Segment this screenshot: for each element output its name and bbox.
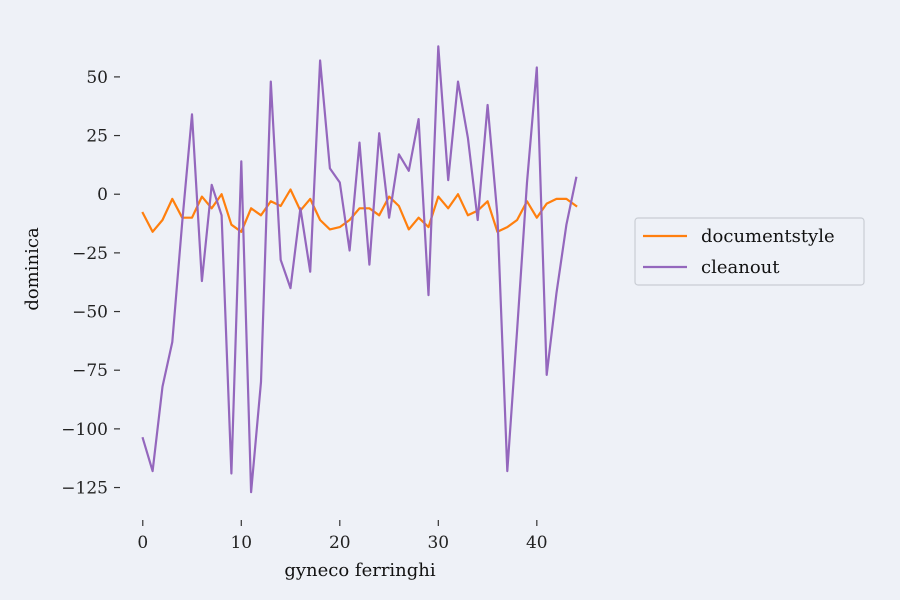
y-tick-label: −100 <box>61 420 108 440</box>
axes: 0 10 20 30 40 −125 −100 −75 −50 −25 0 25 50 <box>61 68 547 553</box>
legend-label: cleanout <box>701 257 780 278</box>
y-tick-label: −125 <box>61 479 108 499</box>
x-tick-label: 20 <box>329 533 351 553</box>
x-axis-label: gyneco ferringhi <box>284 560 436 581</box>
x-tick-label: 40 <box>526 533 548 553</box>
y-tick-label: 50 <box>86 68 108 88</box>
legend: documentstyle cleanout <box>634 217 865 286</box>
y-tick-label: −50 <box>72 303 108 323</box>
series-line-documentstyle <box>141 188 578 233</box>
x-tick-label: 10 <box>230 533 252 553</box>
x-tick-label: 30 <box>427 533 449 553</box>
y-tick-label: 25 <box>86 127 108 147</box>
y-tick-label: −25 <box>72 244 108 264</box>
y-axis-label: dominica <box>22 227 43 311</box>
series-line-cleanout <box>141 45 578 494</box>
y-tick-label: −75 <box>72 361 108 381</box>
x-tick-label: 0 <box>137 533 148 553</box>
y-tick-label: 0 <box>97 185 108 205</box>
legend-frame <box>634 217 865 286</box>
legend-label: documentstyle <box>701 226 835 247</box>
plot-area <box>141 45 578 494</box>
